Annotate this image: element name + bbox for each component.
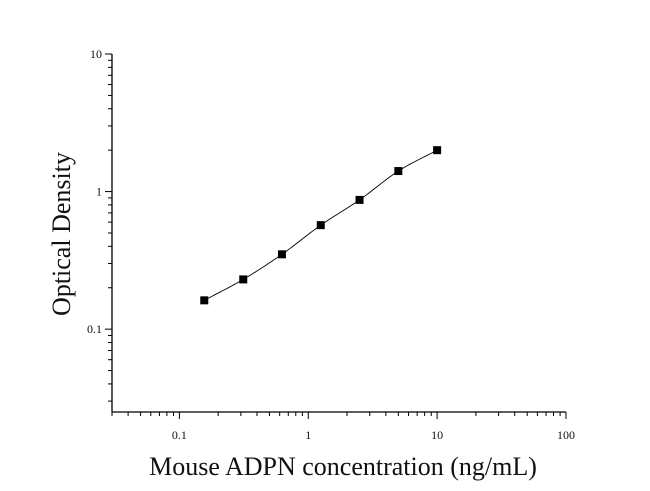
data-point <box>355 195 364 204</box>
x-tick-label: 1 <box>305 428 311 442</box>
tick-labels: 0.1 1 10 0.1 1 10 100 <box>87 47 575 442</box>
x-tick-label: 100 <box>557 428 575 442</box>
x-tick-label: 0.1 <box>172 428 187 442</box>
x-axis-title: Mouse ADPN concentration (ng/mL) <box>149 452 537 481</box>
y-tick-label: 1 <box>96 185 102 199</box>
data-point <box>277 250 286 259</box>
x-tick-label: 10 <box>431 428 443 442</box>
data-point <box>239 275 248 284</box>
y-axis-title: Optical Density <box>47 152 76 316</box>
data-point <box>433 146 442 155</box>
y-tick-label: 10 <box>90 47 102 61</box>
data-point <box>316 221 325 230</box>
data-point <box>200 296 209 305</box>
axes <box>105 53 567 419</box>
y-tick-label: 0.1 <box>87 322 102 336</box>
data-point <box>394 167 403 176</box>
data-points <box>200 146 442 305</box>
